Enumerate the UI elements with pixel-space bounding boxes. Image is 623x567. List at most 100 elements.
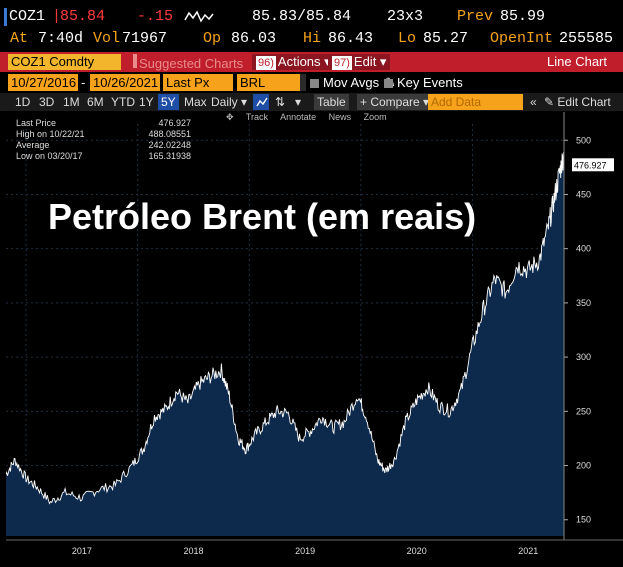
actions-label: Actions ▾ — [277, 54, 331, 69]
high-label: Hi — [303, 30, 322, 47]
period-1m[interactable]: 1M — [63, 95, 80, 109]
field-selector[interactable]: Last Px — [163, 74, 233, 91]
y-tick-label: 200 — [576, 461, 591, 471]
edit-label: Edit ▾ — [353, 54, 387, 69]
edit-number: 97) — [332, 56, 352, 70]
suggested-charts-button[interactable]: Suggested Charts — [133, 54, 243, 71]
table-button[interactable]: Table — [314, 94, 349, 110]
quote-time: 7:40d — [38, 30, 84, 47]
open-label: Op — [203, 30, 222, 47]
collapse-icon[interactable]: « — [530, 95, 537, 109]
move-icon[interactable]: ✥ — [226, 112, 234, 122]
security-field[interactable]: COZ1 Comdty — [8, 54, 121, 70]
open-value: 86.03 — [231, 30, 277, 47]
add-data-input[interactable]: Add Data — [428, 94, 523, 110]
ticker-marker — [4, 8, 7, 26]
legend-label: Low on 03/20/17 — [16, 151, 83, 161]
legend-label: Average — [16, 140, 50, 150]
series-area — [6, 151, 564, 536]
period-ytd[interactable]: YTD — [111, 95, 135, 109]
volume-value: 71967 — [122, 30, 168, 47]
edit-chart-button[interactable]: ✎ Edit Chart — [541, 94, 614, 110]
legend-label: Last Price — [16, 118, 57, 128]
volume-label: Vol — [93, 30, 121, 47]
compare-button[interactable]: + Compare ▾ — [357, 94, 433, 110]
series-line — [5, 151, 565, 505]
key-events-checkbox[interactable] — [384, 79, 393, 89]
period-1d[interactable]: 1D — [15, 95, 31, 109]
bid-ask-size: 23x3 — [387, 8, 424, 25]
last-value-tag — [572, 158, 614, 172]
high-value: 86.43 — [328, 30, 374, 47]
legend-value: 165.31938 — [148, 151, 191, 161]
legend-value: 242.02248 — [148, 140, 191, 150]
quote-line-1: COZ1 | 85.84 -.15 85.83/85.84 23x3 Prev … — [0, 8, 623, 28]
mov-avgs-checkbox[interactable] — [310, 79, 319, 89]
mov-avgs-label: Mov Avgs — [323, 75, 380, 90]
chart-legend: Last Price 476.927 High on 10/22/21 488.08… — [16, 118, 191, 162]
chart-subtools: ✥ Track Annotate News Zoom — [226, 112, 397, 123]
period-5y[interactable]: 5Y — [158, 94, 179, 110]
command-bar: COZ1 Comdty Suggested Charts 96) Actions … — [0, 52, 623, 72]
date-range-dash: - — [81, 75, 86, 90]
edit-menu-button[interactable]: 97) Edit ▾ — [328, 54, 391, 70]
y-tick-label: 150 — [576, 515, 591, 525]
y-tick-label: 450 — [576, 189, 591, 199]
legend-value: 488.08551 — [148, 129, 191, 139]
legend-label: High on 10/22/21 — [16, 129, 85, 139]
key-events-toggle[interactable]: Key Events — [384, 74, 463, 91]
mov-avgs-toggle[interactable]: Mov Avgs ✎ — [310, 74, 396, 91]
overlay-title: Petróleo Brent (em reais) — [48, 196, 477, 237]
price-chart[interactable]: 150 200 250 300 350 400 450 500 2017 2018 2019 2020… — [5, 112, 623, 567]
period-6m[interactable]: 6M — [87, 95, 104, 109]
actions-number: 96) — [256, 56, 276, 70]
actions-menu-button[interactable]: 96) Actions ▾ — [252, 54, 335, 70]
chart-toolbar: 1D 3D 1M 6M YTD 1Y 5Y Max Daily ▾ ⇅ ▾ Ta… — [0, 93, 623, 111]
y-tick-label: 400 — [576, 244, 591, 254]
frequency-dropdown[interactable]: Daily ▾ — [211, 95, 248, 109]
y-tick-label: 350 — [576, 298, 591, 308]
end-date-field[interactable]: 10/26/2021 — [90, 74, 160, 91]
last-value-label: 476.927 — [574, 160, 607, 170]
edit-chart-label: Edit Chart — [557, 95, 611, 109]
low-value: 85.27 — [423, 30, 469, 47]
open-interest-value: 255585 — [559, 30, 614, 47]
at-label: At — [10, 30, 29, 47]
prev-close: 85.99 — [500, 8, 546, 25]
chart-style-icon[interactable]: ⇅ — [275, 95, 286, 109]
last-price-separator: | — [52, 8, 62, 25]
period-max[interactable]: Max — [184, 95, 207, 109]
chart-type-label[interactable]: Line Chart — [547, 54, 607, 69]
annotate-tool[interactable]: Annotate — [280, 112, 317, 122]
bid-ask: 85.83/85.84 — [252, 8, 352, 25]
date-field-bar: 10/27/2016 - 10/26/2021 Last Px BRL Mov … — [0, 74, 623, 92]
edit-chart-icon: ✎ — [544, 95, 555, 109]
x-tick-label: 2017 — [72, 546, 92, 556]
last-price: 85.84 — [60, 8, 106, 25]
price-change: -.15 — [137, 8, 174, 25]
legend-value: 476.927 — [158, 118, 191, 128]
track-tool[interactable]: Track — [245, 112, 269, 122]
chart-area[interactable]: 150 200 250 300 350 400 450 500 2017 2018 2019 2020… — [5, 112, 623, 567]
quote-line-2: At 7:40d Vol 71967 Op 86.03 Hi 86.43 Lo … — [0, 30, 623, 50]
low-label: Lo — [398, 30, 417, 47]
open-interest-label: OpenInt — [490, 30, 554, 47]
prev-label: Prev — [457, 8, 494, 25]
y-tick-label: 300 — [576, 352, 591, 362]
currency-selector[interactable]: BRL — [237, 74, 300, 91]
currency-dropdown-icon[interactable] — [300, 74, 306, 91]
sparkline-icon — [184, 10, 214, 29]
news-tool[interactable]: News — [328, 112, 352, 122]
legend-row: Average 242.02248 — [16, 140, 191, 151]
line-chart-icon[interactable] — [253, 94, 269, 110]
zoom-tool[interactable]: Zoom — [363, 112, 387, 122]
chart-style-dropdown-icon[interactable]: ▾ — [295, 95, 302, 109]
period-3d[interactable]: 3D — [39, 95, 55, 109]
y-tick-label: 250 — [576, 406, 591, 416]
key-events-label: Key Events — [397, 75, 463, 90]
x-tick-label: 2018 — [183, 546, 203, 556]
x-tick-label: 2019 — [295, 546, 315, 556]
period-1y[interactable]: 1Y — [139, 95, 154, 109]
start-date-field[interactable]: 10/27/2016 — [8, 74, 78, 91]
ticker-symbol[interactable]: COZ1 — [9, 8, 46, 25]
